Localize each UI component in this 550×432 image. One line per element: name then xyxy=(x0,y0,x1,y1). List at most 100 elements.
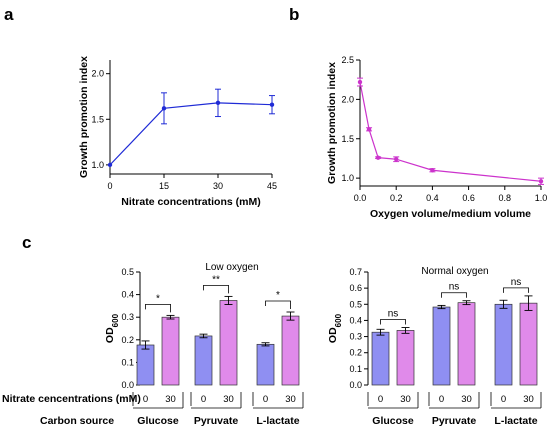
data-point xyxy=(375,155,381,160)
significance-bracket xyxy=(265,300,291,310)
x-tick-label: 30 xyxy=(213,181,223,191)
chart-title: Low oxygen xyxy=(205,262,258,273)
bar xyxy=(432,306,451,386)
panel-label-b: b xyxy=(289,5,299,24)
nitrate-level-label: 0 xyxy=(201,394,206,405)
bar xyxy=(194,335,213,386)
y-axis-label: Growth promotion index xyxy=(78,56,90,178)
nitrate-level-label: 0 xyxy=(501,394,506,405)
y-axis-label: OD600 xyxy=(104,313,120,343)
category-label: L-lactate xyxy=(494,415,537,427)
bar xyxy=(494,303,513,386)
series-line xyxy=(359,81,542,182)
y-tick-label: 0.0 xyxy=(349,380,362,390)
data-point xyxy=(366,127,372,132)
y-tick-label: 0.1 xyxy=(349,364,362,374)
category-label: L-lactate xyxy=(256,415,299,427)
chart-panel-a: 1.0 1.5 2.0 0 15 30 45 Nitrate concentrations (… xyxy=(78,56,277,208)
nitrate-level-label: 0 xyxy=(439,394,444,405)
significance-label: ** xyxy=(212,274,220,285)
bar xyxy=(457,302,476,386)
category-label: Glucose xyxy=(372,415,414,427)
significance-bracket xyxy=(203,285,229,294)
y-tick-label: 0.4 xyxy=(349,315,362,325)
data-point xyxy=(357,79,363,85)
x-tick-label: 1.0 xyxy=(535,193,548,203)
nitrate-level-label: 30 xyxy=(285,394,296,405)
y-axis-label-subscript: 600 xyxy=(111,313,120,327)
x-tick-label: 0.2 xyxy=(390,193,403,203)
category-label: Glucose xyxy=(137,415,179,427)
data-point xyxy=(107,162,113,168)
chart-panel-c-low-oxygen: 0.0 0.1 0.2 0.3 0.4 0.5 OD600 Low oxygen 0 30 * Glu… xyxy=(104,262,304,427)
data-point xyxy=(394,157,399,162)
y-tick-label: 0.5 xyxy=(349,299,362,309)
significance-label: * xyxy=(156,293,160,304)
x-axis-label: Oxygen volume/medium volume xyxy=(370,208,531,220)
bar xyxy=(256,343,275,386)
y-tick-label: 0.3 xyxy=(349,332,362,342)
x-tick-label: 0.0 xyxy=(354,193,367,203)
y-tick-label: 1.5 xyxy=(91,114,104,124)
nitrate-level-label: 30 xyxy=(461,394,472,405)
row-label-nitrate: Nitrate cencentrations (mM) xyxy=(2,393,141,405)
y-tick-label: 2.5 xyxy=(341,55,354,65)
data-point xyxy=(430,168,435,173)
bar xyxy=(161,316,180,386)
y-axis-label: Growth promotion index xyxy=(326,62,338,184)
nitrate-level-label: 30 xyxy=(223,394,234,405)
chart-title: Normal oxygen xyxy=(421,266,488,277)
category-label: Pyruvate xyxy=(432,415,477,427)
x-tick-label: 45 xyxy=(267,181,277,191)
y-tick-label: 2.0 xyxy=(91,69,104,79)
bar xyxy=(136,344,155,386)
y-tick-label: 0.0 xyxy=(121,380,134,390)
x-tick-label: 0 xyxy=(107,181,112,191)
y-tick-label: 0.7 xyxy=(349,267,362,277)
significance-label: * xyxy=(276,290,280,301)
nitrate-level-label: 0 xyxy=(143,394,148,405)
x-tick-label: 15 xyxy=(159,181,169,191)
significance-bracket xyxy=(441,292,467,298)
y-tick-label: 0.2 xyxy=(349,348,362,358)
y-tick-label: 0.5 xyxy=(121,267,134,277)
bar xyxy=(371,331,390,386)
y-tick-label: 0.3 xyxy=(121,312,134,322)
y-tick-label: 0.4 xyxy=(121,290,134,300)
significance-bracket xyxy=(380,319,406,325)
bar xyxy=(219,300,238,386)
nitrate-level-label: 0 xyxy=(263,394,268,405)
category-label: Pyruvate xyxy=(194,415,239,427)
significance-bracket xyxy=(145,303,171,313)
panel-label-c: c xyxy=(22,233,31,252)
y-axis-label-subscript: 600 xyxy=(334,313,343,327)
row-label-carbon-source: Carbon source xyxy=(40,415,114,427)
nitrate-level-label: 30 xyxy=(165,394,176,405)
chart-panel-b: 1.0 1.5 2.0 2.5 0.0 0.2 0.4 0.6 0.8 1.0 Oxygen vol… xyxy=(326,55,547,220)
x-tick-label: 0.4 xyxy=(426,193,439,203)
chart-panel-c-normal-oxygen: 0.0 0.1 0.2 0.3 0.4 0.5 0.6 0.7 OD600 Normal oxyg… xyxy=(327,266,542,427)
x-tick-label: 0.6 xyxy=(462,193,475,203)
y-tick-label: 0.1 xyxy=(121,357,134,367)
significance-label: ns xyxy=(511,277,522,288)
significance-label: ns xyxy=(449,282,460,293)
x-axis-label: Nitrate concentrations (mM) xyxy=(121,196,260,208)
significance-label: ns xyxy=(388,309,399,320)
y-tick-label: 0.6 xyxy=(349,283,362,293)
x-tick-label: 0.8 xyxy=(499,193,512,203)
y-tick-label: 1.0 xyxy=(341,173,354,183)
y-tick-label: 0.2 xyxy=(121,335,134,345)
y-tick-label: 1.5 xyxy=(341,134,354,144)
significance-bracket xyxy=(503,287,529,293)
data-point xyxy=(538,179,544,184)
bar xyxy=(519,302,538,386)
panel-label-a: a xyxy=(4,5,14,24)
data-point xyxy=(161,106,167,111)
nitrate-level-label: 0 xyxy=(378,394,383,405)
data-point xyxy=(215,100,221,106)
bar xyxy=(396,330,415,386)
y-axis-label: OD600 xyxy=(327,313,343,343)
nitrate-level-label: 30 xyxy=(400,394,411,405)
bar xyxy=(281,315,300,386)
